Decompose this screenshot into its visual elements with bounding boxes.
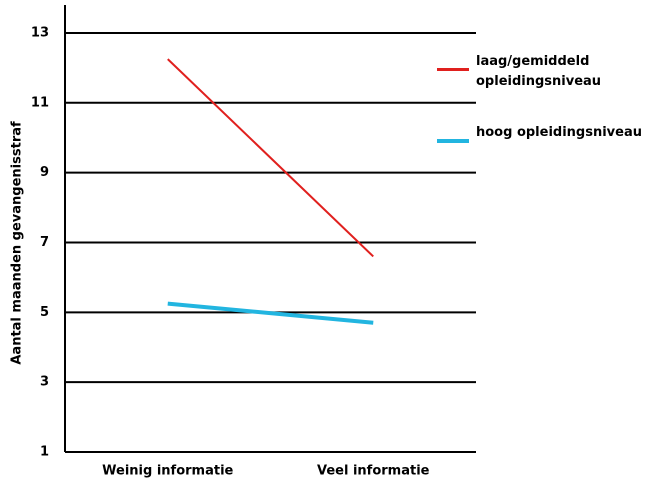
legend-label: laag/gemiddeld opleidingsniveau [476, 54, 602, 89]
y-tick-label: 9 [40, 165, 49, 180]
y-tick-label: 1 [40, 445, 49, 460]
legend-swatch [437, 68, 469, 71]
x-tick-label: Weinig informatie [102, 464, 233, 479]
series-line [167, 58, 374, 258]
y-tick-label: 7 [40, 235, 49, 250]
y-tick-label: 5 [40, 305, 49, 320]
legend-swatch [437, 139, 469, 143]
legend-label: hoog opleidingsniveau [476, 125, 643, 140]
y-tick-label: 13 [31, 25, 49, 40]
y-axis-label: Aantal maanden gevangenisstraf [10, 121, 25, 365]
y-tick-label: 3 [40, 375, 49, 390]
y-tick-label: 11 [31, 95, 49, 110]
x-tick-label: Veel informatie [317, 464, 430, 479]
series-line [167, 301, 374, 325]
